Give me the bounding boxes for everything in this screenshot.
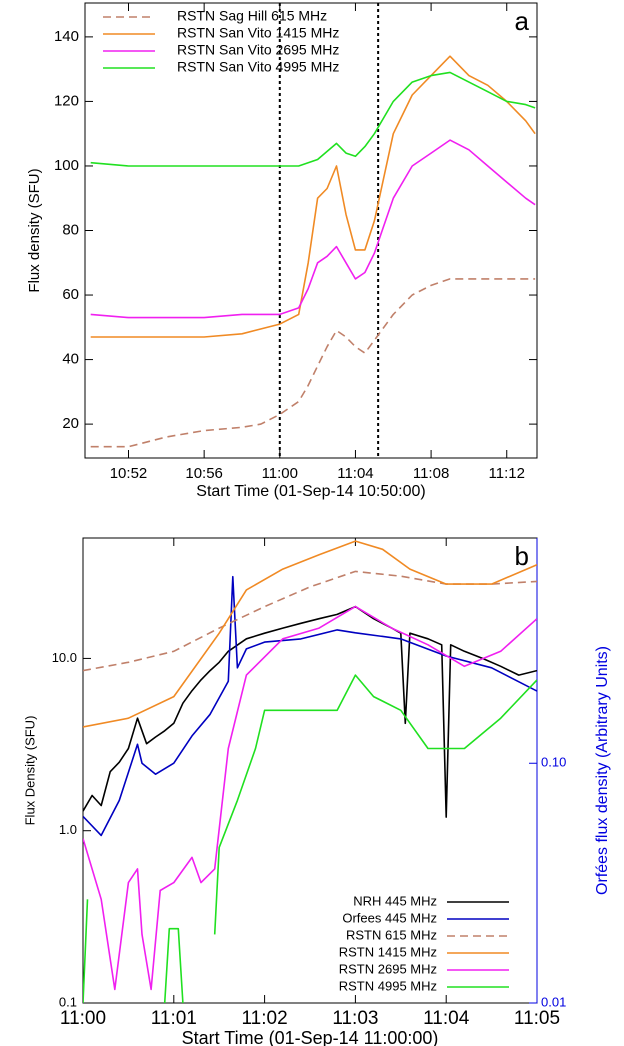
x-axis-label: Start Time (01-Sep-14 11:00:00) bbox=[182, 1028, 439, 1046]
legend-label: Orfees 445 MHz bbox=[342, 910, 437, 925]
y-tick-label: 0.1 bbox=[59, 994, 77, 1009]
legend-label: RSTN San Vito 1415 MHz bbox=[177, 25, 339, 41]
y-tick-label: 80 bbox=[62, 221, 79, 238]
y-tick-label: 10.0 bbox=[52, 650, 77, 665]
x-tick-label: 11:05 bbox=[514, 1008, 560, 1029]
y-tick-label: 100 bbox=[54, 157, 79, 174]
data-line bbox=[90, 71, 536, 167]
data-line bbox=[83, 605, 537, 818]
legend-label: RSTN Sag Hill 615 MHz bbox=[177, 8, 327, 24]
panel-label: a bbox=[515, 6, 530, 36]
legend-label: RSTN 2695 MHz bbox=[339, 961, 437, 976]
y-tick-label: 20 bbox=[62, 415, 79, 432]
y2-axis-label: Orfées flux density (Arbitrary Units) bbox=[594, 646, 611, 895]
y-tick-label: 60 bbox=[62, 286, 79, 303]
legend-label: RSTN 4995 MHz bbox=[339, 978, 437, 993]
legend-label: RSTN 1415 MHz bbox=[339, 944, 437, 959]
x-tick-label: 11:12 bbox=[489, 465, 525, 482]
y-tick-label: 40 bbox=[62, 351, 79, 368]
x-axis-label: Start Time (01-Sep-14 10:50:00) bbox=[196, 483, 425, 500]
y2-tick-label: 0.01 bbox=[541, 994, 566, 1009]
x-tick-label: 11:00 bbox=[262, 465, 298, 482]
y-tick-label: 140 bbox=[54, 28, 79, 45]
x-tick-label: 11:04 bbox=[337, 465, 373, 482]
data-line bbox=[83, 674, 537, 1003]
panel-label: b bbox=[515, 541, 529, 571]
x-tick-label: 11:01 bbox=[151, 1008, 197, 1029]
data-line bbox=[90, 55, 536, 338]
x-tick-label: 10:52 bbox=[110, 465, 148, 482]
x-tick-label: 11:03 bbox=[332, 1008, 378, 1029]
y-tick-label: 1.0 bbox=[59, 822, 77, 837]
data-line bbox=[90, 139, 536, 319]
legend-label: NRH 445 MHz bbox=[353, 893, 437, 908]
y2-tick-label: 0.10 bbox=[541, 755, 566, 770]
legend-label: RSTN 615 MHz bbox=[346, 927, 437, 942]
x-tick-label: 11:04 bbox=[423, 1008, 470, 1029]
x-tick-label: 10:56 bbox=[185, 465, 223, 482]
data-line bbox=[83, 540, 537, 728]
x-tick-label: 11:08 bbox=[413, 465, 449, 482]
x-tick-label: 11:00 bbox=[60, 1008, 106, 1029]
x-tick-label: 11:02 bbox=[242, 1008, 288, 1029]
data-line bbox=[83, 605, 537, 991]
y-axis-label: Flux Density (SFU) bbox=[22, 716, 37, 826]
data-line bbox=[90, 278, 536, 448]
legend-label: RSTN San Vito 4995 MHz bbox=[177, 59, 339, 75]
y-tick-label: 120 bbox=[54, 92, 79, 109]
y-axis-label: Flux density (SFU) bbox=[26, 168, 43, 292]
data-line bbox=[83, 575, 537, 837]
legend-label: RSTN San Vito 2695 MHz bbox=[177, 42, 339, 58]
